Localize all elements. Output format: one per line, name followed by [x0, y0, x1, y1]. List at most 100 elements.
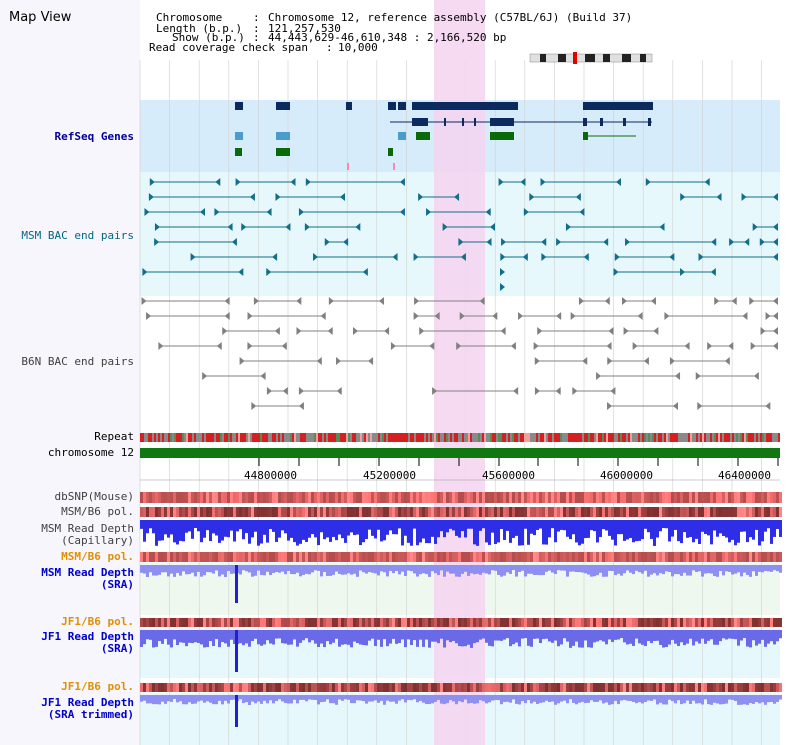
- depth-bar: [278, 630, 281, 639]
- depth-bar: [440, 695, 443, 704]
- heat-cell: [554, 507, 557, 517]
- heat-cell: [200, 618, 203, 627]
- bac-end-arrow: [328, 297, 334, 305]
- heat-cell: [506, 683, 509, 692]
- repeat-segment: [706, 433, 708, 442]
- depth-bar: [260, 695, 263, 704]
- depth-bar: [227, 630, 230, 647]
- repeat-segment: [470, 433, 472, 442]
- heat-cell: [605, 552, 608, 562]
- depth-bar: [701, 630, 704, 639]
- heat-cell: [545, 552, 548, 562]
- heat-cell: [548, 683, 551, 692]
- bac-end-arrow: [275, 193, 281, 201]
- chromosome-ideogram[interactable]: [529, 52, 653, 64]
- heat-cell: [191, 492, 194, 503]
- heat-cell: [680, 552, 683, 562]
- depth-bar: [185, 520, 188, 533]
- heat-cell: [677, 507, 680, 517]
- heat-cell: [350, 683, 353, 692]
- read-depth-plots[interactable]: [140, 520, 782, 727]
- heat-cell: [383, 552, 386, 562]
- depth-bar: [341, 520, 344, 539]
- depth-bar: [218, 565, 221, 577]
- heat-cell: [455, 552, 458, 562]
- depth-bar: [671, 695, 674, 702]
- heat-cell: [407, 618, 410, 627]
- depth-bar: [677, 630, 680, 647]
- depth-bar: [710, 630, 713, 640]
- msm-bac-features[interactable]: [142, 178, 778, 291]
- heat-cell: [500, 683, 503, 692]
- heat-cell: [299, 618, 302, 627]
- heat-cell: [206, 552, 209, 562]
- heat-cell: [524, 618, 527, 627]
- heat-cell: [653, 618, 656, 627]
- jf1-b6-pol-2-label: JF1/B6 pol.: [61, 680, 134, 693]
- heat-cell: [473, 507, 476, 517]
- depth-bar: [251, 695, 254, 702]
- heat-cell: [623, 552, 626, 562]
- repeat-segment: [420, 433, 422, 442]
- depth-bar: [155, 565, 158, 576]
- heat-cell: [692, 507, 695, 517]
- bac-end-arrow: [434, 312, 440, 320]
- heat-cell: [161, 507, 164, 517]
- bac-end-arrow: [575, 193, 581, 201]
- bac-end-arrow: [565, 223, 571, 231]
- bac-end-arrow: [513, 387, 519, 395]
- repeat-segment: [768, 433, 770, 442]
- heat-cell: [329, 492, 332, 503]
- heat-cell: [485, 552, 488, 562]
- heat-cell: [725, 507, 728, 517]
- heat-cell: [530, 492, 533, 503]
- repeat-segment: [384, 433, 386, 442]
- b6n-bac-features[interactable]: [141, 297, 778, 410]
- depth-bar: [341, 695, 344, 701]
- repeat-segment: [150, 433, 152, 442]
- depth-bar: [644, 695, 647, 702]
- refseq-gene-features[interactable]: [235, 102, 653, 170]
- depth-bar: [263, 520, 266, 535]
- depth-bar: [143, 565, 146, 574]
- heat-cell: [353, 492, 356, 503]
- heat-cell: [455, 492, 458, 503]
- heat-cell: [251, 618, 254, 627]
- repeat-segment: [576, 433, 578, 442]
- repeat-segment: [682, 433, 684, 442]
- depth-bar: [290, 695, 293, 704]
- depth-bar: [281, 565, 284, 572]
- repeat-track[interactable]: [140, 433, 780, 442]
- bac-end-arrow: [651, 297, 657, 305]
- heat-cell: [194, 683, 197, 692]
- depth-bar: [497, 520, 500, 543]
- repeat-segment: [290, 433, 292, 442]
- depth-bar: [746, 695, 749, 705]
- heat-cell: [458, 552, 461, 562]
- depth-bar: [377, 630, 380, 640]
- heat-cell: [434, 618, 437, 627]
- depth-bar: [332, 630, 335, 643]
- exon: [412, 118, 428, 126]
- heat-cell: [659, 492, 662, 503]
- heat-cell: [749, 552, 752, 562]
- heat-cell: [233, 618, 236, 627]
- depth-bar: [263, 630, 266, 645]
- heat-cell: [746, 618, 749, 627]
- heat-cell: [614, 618, 617, 627]
- heat-cell: [329, 618, 332, 627]
- heat-cell: [554, 683, 557, 692]
- polymorphism-heatmaps[interactable]: [140, 492, 782, 692]
- depth-bar: [758, 695, 761, 704]
- depth-bar: [320, 520, 323, 533]
- heat-cell: [353, 507, 356, 517]
- depth-bar: [677, 520, 680, 542]
- chromosome-bar[interactable]: [140, 448, 780, 458]
- repeat-segment: [218, 433, 220, 442]
- bac-end-arrow: [500, 253, 506, 261]
- depth-bar: [275, 520, 278, 542]
- depth-bar: [458, 695, 461, 702]
- heat-cell: [467, 618, 470, 627]
- heat-cell: [323, 552, 326, 562]
